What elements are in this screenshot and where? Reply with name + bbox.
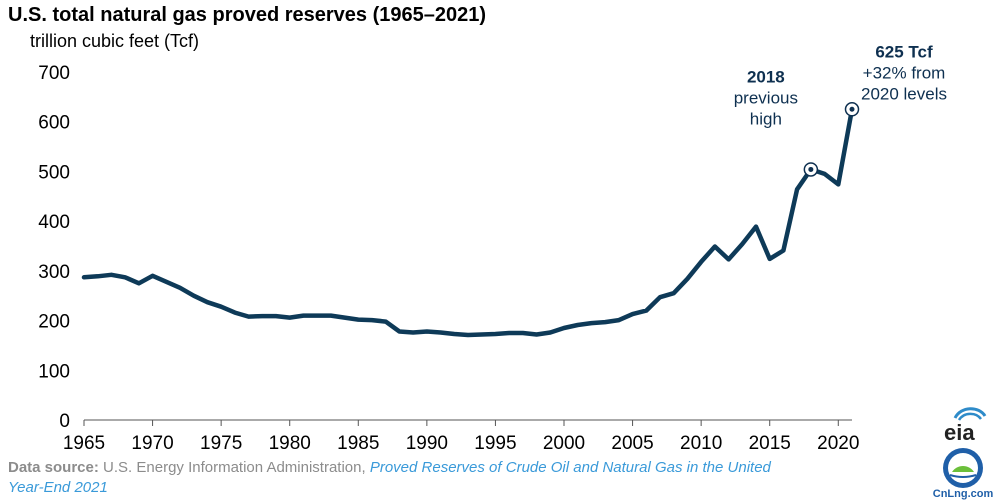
x-tick-label: 1975 [200,433,242,454]
line-chart: 0 100 200 300 400 500 600 700 1965 1970 1975 1980 19… [38,42,947,454]
source-report-link-line2[interactable]: Year-End 2021 [8,479,108,496]
chart-unit-label: trillion cubic feet (Tcf) [30,31,200,51]
series-layer [81,107,855,338]
cnlng-watermark-text: CnLng.com [933,488,994,500]
annotation-text-line: 2018 [747,67,785,86]
x-tick-label: 2020 [817,433,859,454]
y-tick-label: 400 [38,212,70,233]
y-tick-label: 0 [59,411,70,432]
annotation-text-line: previous [734,88,798,107]
annotation-text-line: 2020 levels [861,84,947,103]
y-tick-label: 600 [38,113,70,134]
source-report-link-line1[interactable]: Proved Reserves of Crude Oil and Natural… [369,459,771,476]
x-tick-label: 1980 [269,433,311,454]
axes: 0 100 200 300 400 500 600 700 1965 1970 1975 1980 19… [38,63,859,454]
chart-title: U.S. total natural gas proved reserves (… [8,4,487,26]
y-tick-label: 300 [38,262,70,283]
x-tick-label: 2015 [749,433,791,454]
y-tick-label: 200 [38,312,70,333]
annotation-marker-dot [849,106,855,112]
data-source-note: Data source: U.S. Energy Information Adm… [8,458,928,498]
annotation-text-line: high [750,109,782,128]
x-tick-label: 2010 [680,433,722,454]
series-line [81,107,855,338]
y-tick-label: 700 [38,63,70,84]
annotation-text-line: 625 Tcf [875,42,933,61]
x-tick-label: 1990 [406,433,448,454]
eia-logo-icon [953,407,987,421]
annotation-marker-dot [808,166,814,172]
annotation-text-line: +32% from [863,63,946,82]
y-tick-label: 100 [38,361,70,382]
cnlng-watermark-icon: CnLng.com [933,448,994,500]
x-tick-label: 1965 [63,433,105,454]
x-tick-label: 2005 [611,433,653,454]
x-tick-label: 1985 [337,433,379,454]
source-lead: Data source: [8,459,99,476]
eia-logo-text: eia [944,420,975,445]
x-tick-label: 1970 [131,433,173,454]
source-org: U.S. Energy Information Administration, [103,459,366,476]
x-tick-label: 1995 [474,433,516,454]
x-tick-label: 2000 [543,433,585,454]
annotations: 2018 previous high 625 Tcf +32% from 2020 lev… [734,42,947,177]
y-tick-label: 500 [38,162,70,183]
